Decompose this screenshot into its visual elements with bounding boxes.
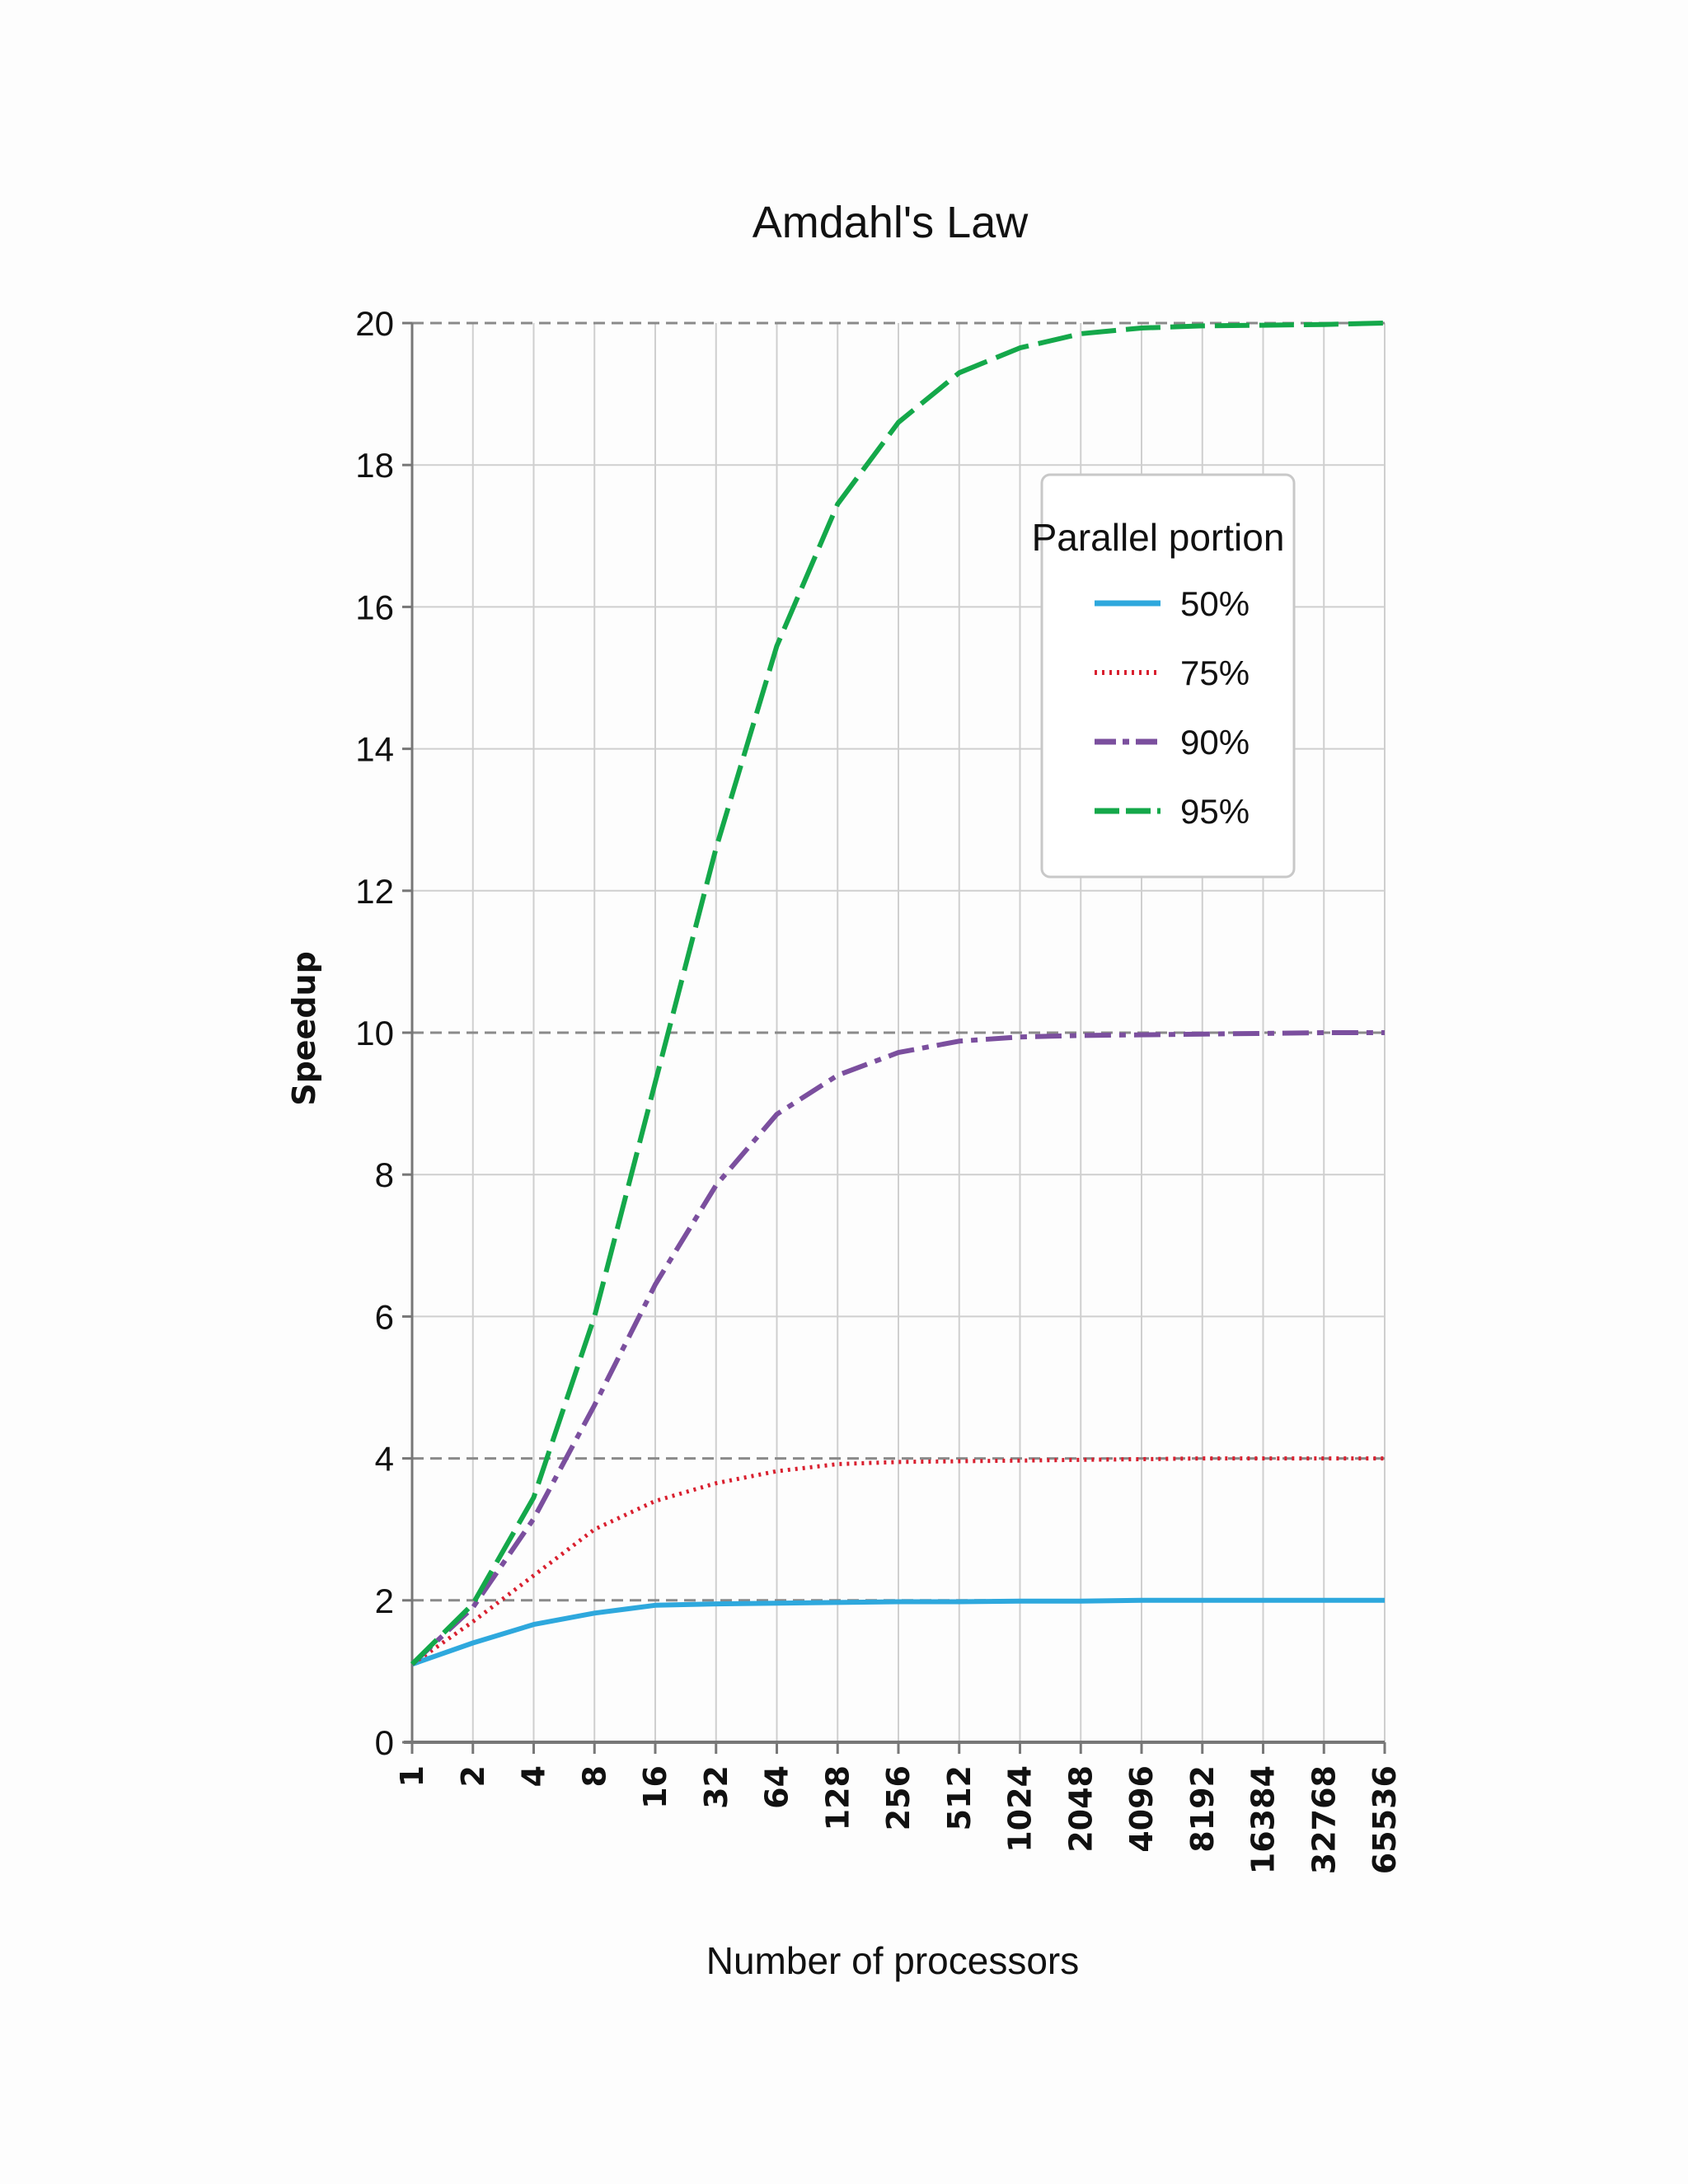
series-line-50pct xyxy=(411,1597,1385,1667)
x-tick-label: 8192 xyxy=(1184,1765,1221,1853)
x-tick-label: 32 xyxy=(698,1765,734,1809)
legend: Parallel portion 50% 75% 90% 95% xyxy=(1032,473,1296,879)
x-tick-label: 256 xyxy=(880,1765,917,1830)
x-tick-label: 2048 xyxy=(1062,1765,1099,1853)
y-tick-label: 8 xyxy=(375,1155,394,1194)
legend-box xyxy=(1040,473,1296,879)
x-tick-label: 64 xyxy=(759,1765,795,1809)
series-line-75pct xyxy=(410,1456,1385,1666)
legend-label: 95% xyxy=(1180,792,1250,831)
x-tick-label: 16384 xyxy=(1245,1765,1282,1874)
legend-label: 75% xyxy=(1180,654,1250,692)
y-tick-label: 4 xyxy=(375,1440,394,1479)
y-tick-label: 20 xyxy=(355,304,394,343)
series-line-95pct xyxy=(410,321,1386,1666)
chart-title: Amdahl's Law xyxy=(753,198,1029,247)
legend-label: 90% xyxy=(1180,723,1250,762)
x-tick-label: 8 xyxy=(576,1765,612,1787)
legend-label: 50% xyxy=(1180,584,1250,623)
x-tick-label: 1 xyxy=(394,1765,430,1787)
x-tick-label: 128 xyxy=(819,1765,856,1830)
x-tick-label: 512 xyxy=(941,1765,978,1830)
x-tick-label: 32768 xyxy=(1306,1765,1342,1874)
x-tick-label: 4096 xyxy=(1123,1765,1160,1853)
y-tick-label: 10 xyxy=(355,1014,394,1052)
x-axis-title: Number of processors xyxy=(706,1939,1080,1982)
series-lines xyxy=(410,321,1386,1667)
x-tick-label: 65536 xyxy=(1367,1765,1403,1874)
y-tick-label: 12 xyxy=(355,872,394,911)
y-tick-label: 6 xyxy=(375,1297,394,1336)
x-tick-label: 4 xyxy=(516,1765,552,1787)
y-tick-label: 18 xyxy=(355,446,394,485)
y-tick-label: 2 xyxy=(375,1582,394,1620)
series-line-90pct xyxy=(410,1030,1385,1666)
legend-title: Parallel portion xyxy=(1032,516,1285,559)
y-tick-label: 14 xyxy=(355,730,394,769)
x-tick-label: 2 xyxy=(455,1765,491,1787)
x-tick-label: 16 xyxy=(637,1765,673,1809)
y-axis-title: Speedup xyxy=(286,951,322,1106)
x-tick-label: 1024 xyxy=(1002,1765,1039,1853)
y-tick-label: 0 xyxy=(375,1723,394,1762)
y-tick-label: 16 xyxy=(355,588,394,626)
